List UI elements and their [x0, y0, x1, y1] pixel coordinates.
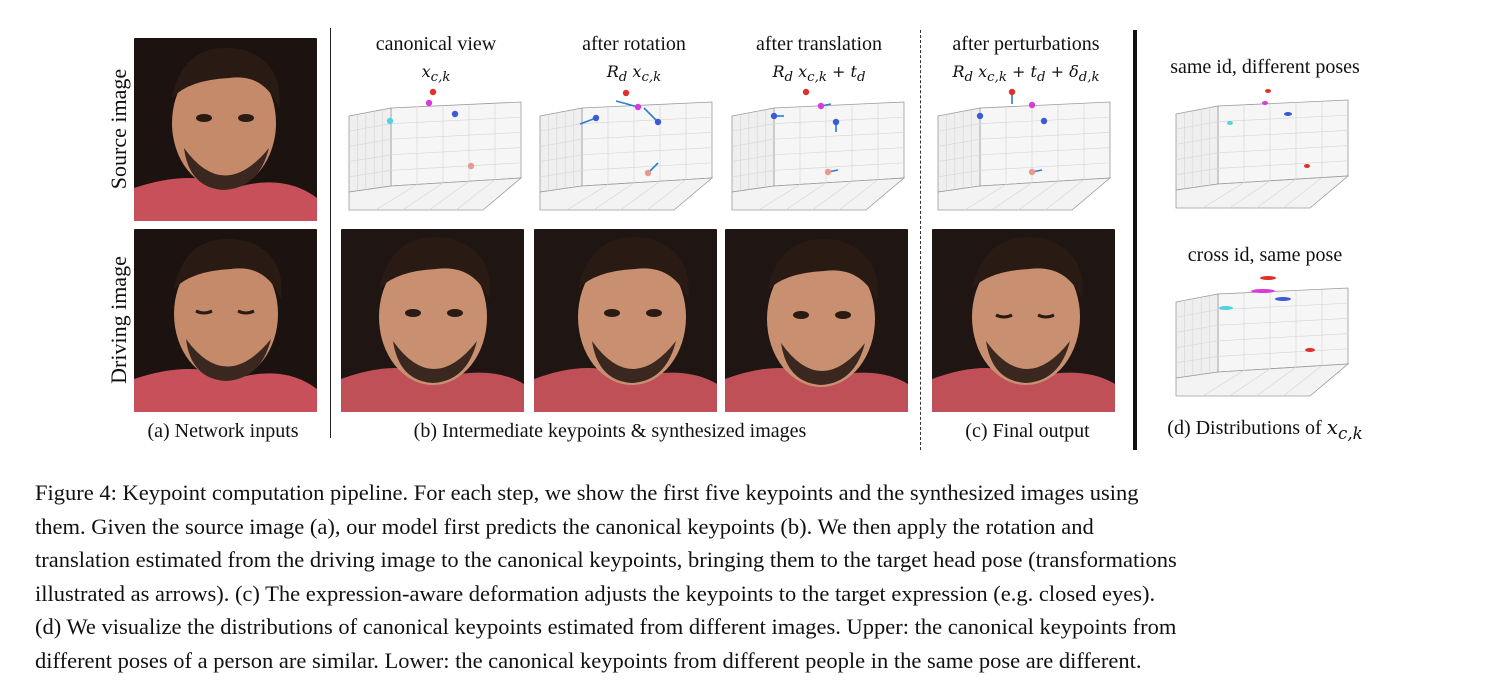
caption-line: illustrated as arrows). (c) The expressi…	[35, 580, 1156, 606]
title-cross-id: cross id, same pose	[1187, 244, 1343, 266]
figure-caption: Figure 4: Keypoint computation pipeline.…	[35, 476, 1465, 677]
source-image	[134, 38, 317, 221]
caption-line: different poses of a person are similar.…	[35, 647, 1142, 673]
panel-d-caption: (d) Distributions of xc,k	[1140, 415, 1390, 443]
keypoint	[1008, 88, 1016, 96]
plot-translation	[726, 88, 910, 216]
keypoint-cluster	[1260, 276, 1276, 280]
plot-same-id	[1170, 86, 1354, 216]
driving-image-label: Driving image	[106, 256, 131, 384]
separator-a-b	[330, 28, 331, 438]
keypoint-arrow	[615, 100, 639, 108]
source-image-label: Source image	[106, 68, 131, 190]
keypoint	[817, 102, 825, 110]
keypoint-cluster	[1304, 164, 1310, 168]
final-output-image	[932, 229, 1115, 412]
title-rotation: after rotation	[582, 33, 686, 55]
keypoint	[622, 89, 630, 97]
keypoint	[1028, 101, 1036, 109]
keypoint-cluster	[1219, 306, 1233, 310]
title-same-id: same id, different poses	[1170, 56, 1360, 78]
caption-line: them. Given the source image (a), our mo…	[35, 513, 1094, 539]
keypoint	[386, 117, 394, 125]
panel-d-formula: xc,k	[1326, 415, 1363, 443]
keypoint	[824, 168, 832, 176]
keypoint-cluster	[1275, 297, 1291, 301]
keypoint	[644, 169, 652, 177]
panel-d-caption-text: (d) Distributions of	[1167, 417, 1322, 439]
keypoint-cluster	[1284, 112, 1292, 116]
title-perturbations: after perturbations	[952, 33, 1100, 55]
keypoint	[429, 88, 437, 96]
keypoint-cluster	[1227, 121, 1233, 125]
formula-rotation: Rd xc,k	[606, 62, 662, 86]
keypoint	[634, 103, 642, 111]
keypoint	[451, 110, 459, 118]
title-canonical: canonical view	[375, 33, 497, 55]
plot-perturbations	[932, 88, 1116, 216]
plot-canonical	[343, 88, 527, 216]
separator-b-c	[920, 30, 921, 450]
keypoint	[770, 112, 778, 120]
keypoint	[1028, 168, 1036, 176]
plot-rotation	[534, 88, 718, 216]
separator-c-d	[1133, 30, 1137, 450]
synth-rotation-image	[534, 229, 717, 412]
keypoint	[802, 88, 810, 96]
caption-line: Figure 4: Keypoint computation pipeline.…	[35, 480, 1139, 505]
keypoint-arrow	[643, 107, 659, 123]
synth-translation-image	[725, 229, 908, 412]
keypoint	[1040, 117, 1048, 125]
keypoint	[592, 114, 600, 122]
driving-image	[134, 229, 317, 412]
synth-canonical-image	[341, 229, 524, 412]
formula-translation: Rd xc,k + td	[772, 62, 866, 86]
keypoint	[467, 162, 475, 170]
formula-canonical: xc,k	[421, 62, 451, 86]
panel-b-caption: (b) Intermediate keypoints & synthesized…	[413, 420, 807, 442]
caption-line: translation estimated from the driving i…	[35, 547, 1177, 572]
keypoint-cluster	[1251, 289, 1275, 293]
keypoint-cluster	[1262, 101, 1268, 105]
formula-perturbations: Rd xc,k + td + δd,k	[952, 62, 1100, 86]
keypoint	[976, 112, 984, 120]
keypoint-cluster	[1265, 89, 1271, 93]
title-translation: after translation	[755, 33, 883, 55]
panel-a-caption: (a) Network inputs	[147, 420, 299, 442]
keypoint	[654, 118, 662, 126]
keypoint-cluster	[1305, 348, 1315, 352]
keypoint	[425, 99, 433, 107]
keypoint	[832, 118, 840, 126]
plot-cross-id	[1170, 274, 1354, 404]
panel-c-caption: (c) Final output	[965, 420, 1090, 442]
caption-line: (d) We visualize the distributions of ca…	[35, 614, 1177, 639]
